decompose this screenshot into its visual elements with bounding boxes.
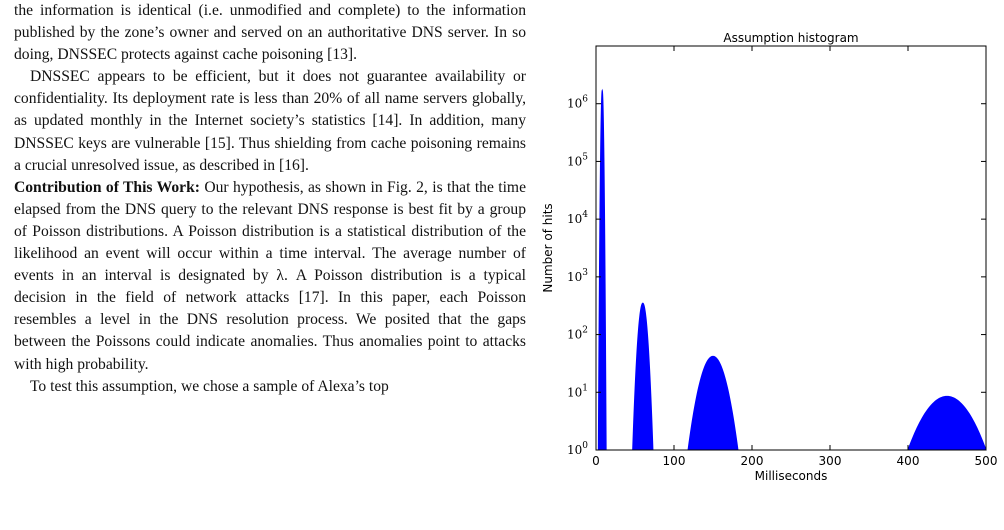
histogram-peak-4 <box>907 395 987 451</box>
plot-area <box>597 88 987 451</box>
paragraph: DNSSEC appears to be efficient, but it d… <box>14 66 526 176</box>
x-tick-label: 200 <box>741 454 764 468</box>
paragraph-text: Our hypothesis, as shown in Fig. 2, is t… <box>14 178 526 373</box>
histogram-peak-1 <box>597 88 607 451</box>
paragraph-run-head: Contribution of This Work: <box>14 178 200 196</box>
paragraph-text: DNSSEC appears to be efficient, but it d… <box>14 68 526 174</box>
y-axis-label: Number of hits <box>541 203 555 292</box>
plot-frame <box>595 45 987 451</box>
histogram-chart: Assumption histogram 0 100 200 300 400 500 100… <box>541 31 997 483</box>
paragraph: To test this assumption, we chose a samp… <box>14 376 526 398</box>
x-tick-label: 500 <box>975 454 998 468</box>
x-tick-label: 0 <box>592 454 600 468</box>
chart-title: Assumption histogram <box>723 31 858 45</box>
y-tick-label: 105 <box>567 152 588 168</box>
y-tick-label: 101 <box>567 383 588 399</box>
paragraph-text: the information is identical (i.e. unmod… <box>14 2 526 64</box>
axis-ticks: 0 100 200 300 400 500 100 101 102 103 104 105 106 <box>567 46 997 468</box>
y-tick-label: 100 <box>567 441 588 457</box>
histogram-peak-3 <box>687 355 739 451</box>
histogram-peak-2 <box>632 302 654 451</box>
y-tick-label: 103 <box>567 268 588 284</box>
x-axis-label: Milliseconds <box>755 469 828 483</box>
x-tick-label: 400 <box>897 454 920 468</box>
paragraph: Contribution of This Work: Our hypothesi… <box>14 177 526 376</box>
y-tick-label: 104 <box>567 210 588 226</box>
paragraph-text: To test this assumption, we chose a samp… <box>30 377 389 395</box>
x-tick-label: 100 <box>663 454 686 468</box>
paragraph: the information is identical (i.e. unmod… <box>14 0 526 66</box>
y-tick-label: 106 <box>567 95 588 111</box>
x-tick-label: 300 <box>819 454 842 468</box>
y-tick-label: 102 <box>567 326 588 342</box>
figure-assumption-histogram: Assumption histogram 0 100 200 300 400 500 100… <box>540 28 1000 498</box>
paper-text-column: the information is identical (i.e. unmod… <box>14 0 526 398</box>
